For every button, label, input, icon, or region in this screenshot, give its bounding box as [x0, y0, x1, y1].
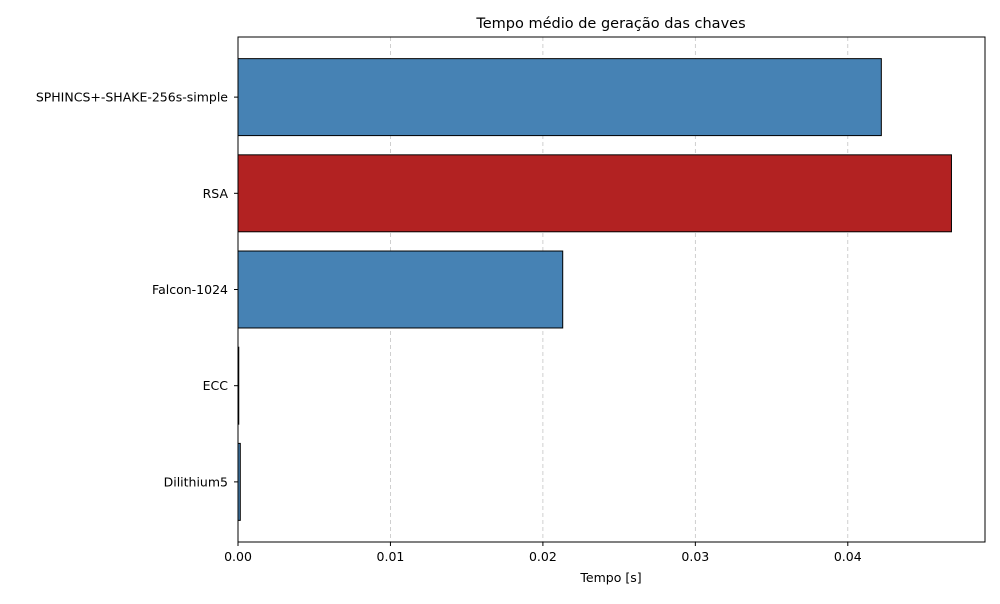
bar-falcon-1024 — [237, 250, 564, 329]
y-axis-ticks: SPHINCS+-SHAKE-256s-simple RSA Falcon-1024… — [36, 90, 238, 489]
x-tick-label: 0.03 — [681, 549, 709, 564]
bar-layer — [237, 58, 952, 521]
x-tick-label: 0.00 — [224, 549, 252, 564]
x-axis-ticks: 0.00 0.01 0.02 0.03 0.04 — [224, 542, 862, 564]
y-tick-label: Dilithium5 — [164, 474, 228, 489]
x-axis-label: Tempo [s] — [579, 570, 641, 585]
y-tick-label: SPHINCS+-SHAKE-256s-simple — [36, 90, 228, 105]
y-tick-label: ECC — [203, 378, 229, 393]
x-tick-label: 0.02 — [529, 549, 557, 564]
x-tick-label: 0.04 — [834, 549, 862, 564]
y-tick-label: Falcon-1024 — [152, 282, 228, 297]
y-tick-label: RSA — [203, 186, 229, 201]
bar-rsa — [237, 154, 952, 233]
bar-sphincs-shake-256s-simple — [237, 58, 882, 137]
x-tick-label: 0.01 — [377, 549, 405, 564]
chart-title: Tempo médio de geração das chaves — [475, 16, 745, 32]
